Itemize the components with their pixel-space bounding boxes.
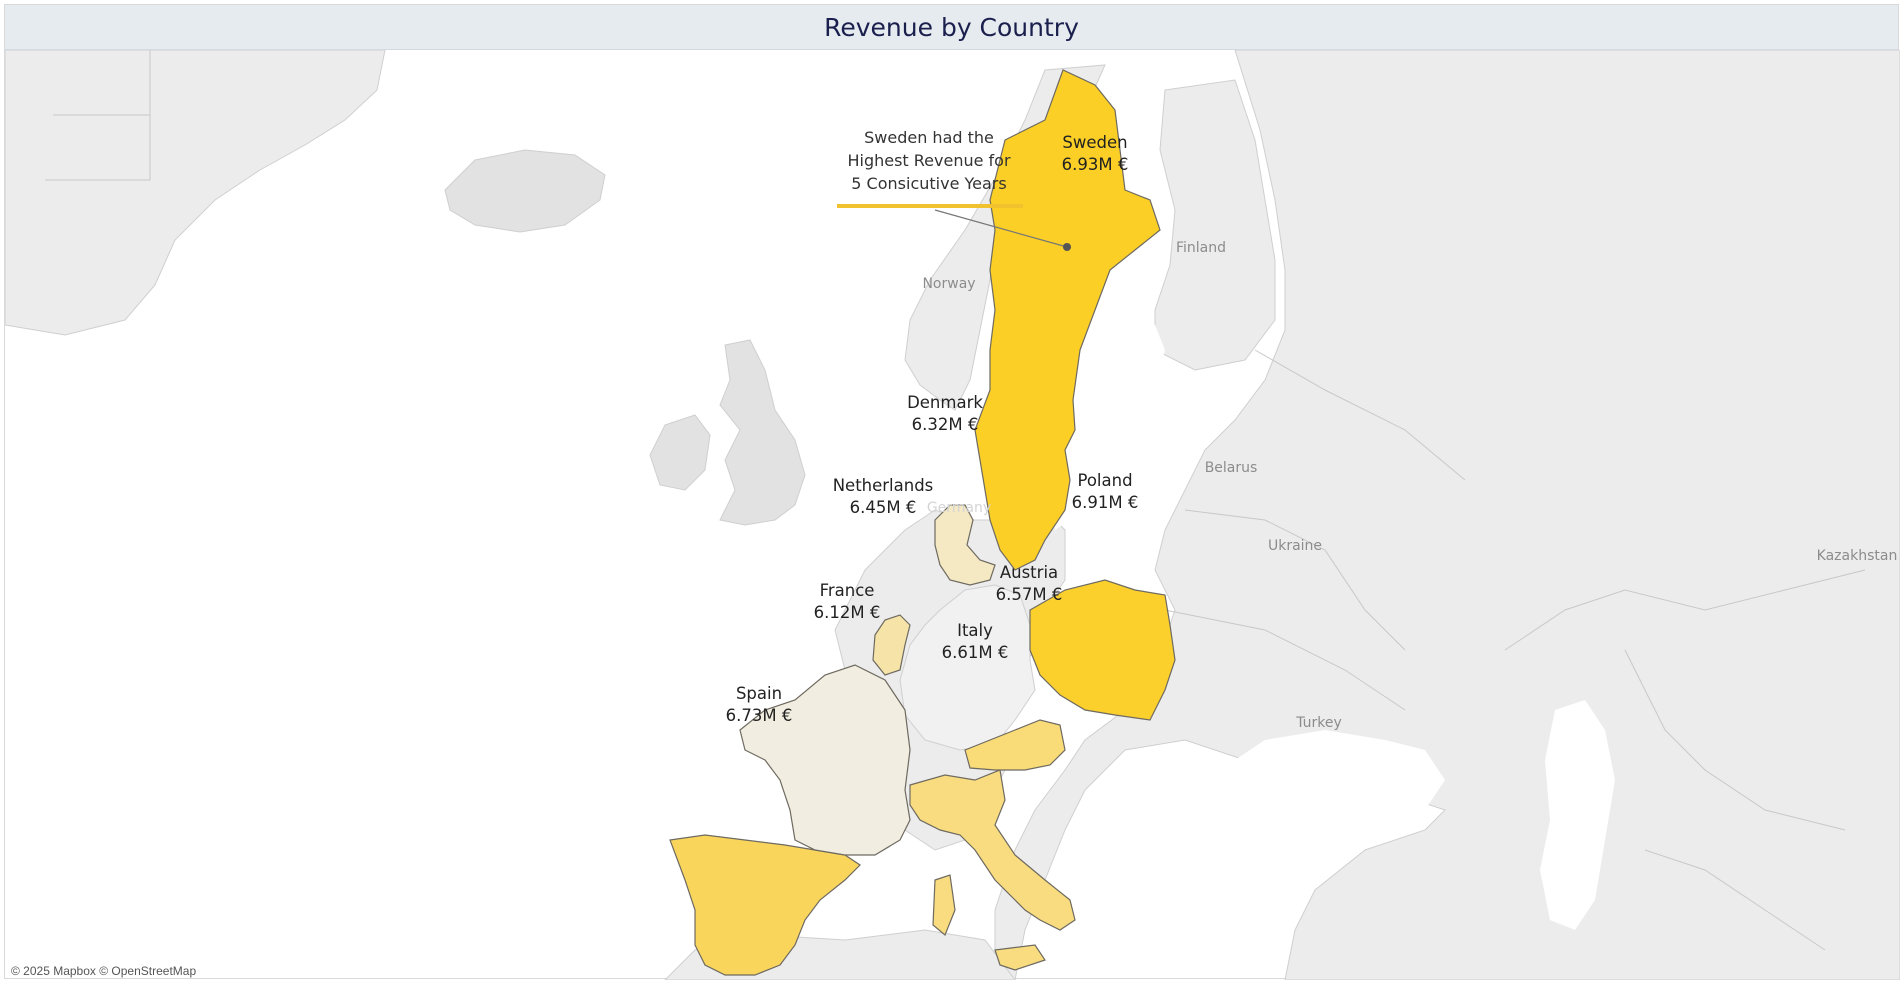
map-view[interactable]: Norway Finland Belarus Ukraine Germany K… <box>5 50 1900 980</box>
austria-shape[interactable] <box>964 719 1066 771</box>
germany-land <box>899 584 1036 751</box>
annotation-leader-line <box>934 209 1068 248</box>
country-revenue: 6.32M € <box>911 415 979 434</box>
country-label-poland[interactable]: Poland 6.91M € <box>1072 470 1139 514</box>
country-label-netherlands[interactable]: Netherlands 6.45M € <box>833 475 934 519</box>
country-name: Denmark <box>907 393 983 412</box>
place-label-finland: Finland <box>1175 240 1227 256</box>
country-name: Austria <box>999 563 1059 582</box>
country-label-spain[interactable]: Spain 6.73M € <box>726 683 793 727</box>
greenland-land <box>5 50 386 336</box>
annotation-line-3: 5 Consicutive Years <box>851 174 1007 193</box>
country-name: Italy <box>957 621 993 640</box>
netherlands-shape[interactable] <box>872 614 911 676</box>
country-label-austria[interactable]: Austria 6.57M € <box>996 562 1063 606</box>
eastern-europe-land <box>994 50 1900 980</box>
finland-land <box>1154 79 1276 371</box>
denmark-shape[interactable] <box>934 504 996 586</box>
place-label-germany: Germany <box>926 500 992 516</box>
sicily-shape[interactable] <box>994 944 1046 971</box>
country-revenue: 6.61M € <box>941 643 1009 662</box>
country-revenue: 6.91M € <box>1071 493 1139 512</box>
spain-shape[interactable] <box>669 834 861 976</box>
country-revenue: 6.57M € <box>995 585 1063 604</box>
title-bar: Revenue by Country <box>5 5 1898 50</box>
country-name: Spain <box>735 684 783 703</box>
map-canvas[interactable] <box>5 50 1900 980</box>
italy-shape[interactable] <box>909 769 1076 931</box>
place-label-norway: Norway <box>922 276 976 292</box>
place-label-belarus: Belarus <box>1204 460 1258 476</box>
great-britain-land <box>719 339 806 526</box>
country-label-france[interactable]: France 6.12M € <box>814 580 881 624</box>
poland-shape[interactable] <box>1029 579 1176 721</box>
country-label-denmark[interactable]: Denmark 6.32M € <box>907 392 983 436</box>
annotation-text: Sweden had the Highest Revenue for 5 Con… <box>847 126 1010 195</box>
france-shape[interactable] <box>739 664 911 856</box>
map-attribution[interactable]: © 2025 Mapbox © OpenStreetMap <box>11 964 197 978</box>
page-title: Revenue by Country <box>824 12 1079 42</box>
country-label-italy[interactable]: Italy 6.61M € <box>942 620 1009 664</box>
iceland-land <box>444 149 606 233</box>
annotation-marker <box>1063 243 1071 251</box>
country-revenue: 6.73M € <box>725 706 793 725</box>
country-label-sweden[interactable]: Sweden 6.93M € <box>1062 132 1129 176</box>
sardinia-shape[interactable] <box>932 874 956 936</box>
greenland-grid-line <box>45 50 151 181</box>
country-name: Poland <box>1077 471 1133 490</box>
annotation-line-2: Highest Revenue for <box>847 151 1011 170</box>
annotation-line-1: Sweden had the <box>864 128 994 147</box>
place-label-kazakhstan: Kazakhstan <box>1816 548 1898 564</box>
country-revenue: 6.45M € <box>849 498 917 517</box>
country-name: Sweden <box>1062 133 1128 152</box>
country-name: Netherlands <box>832 476 934 495</box>
black-sea <box>1225 730 1445 840</box>
country-revenue: 6.12M € <box>813 603 881 622</box>
country-revenue: 6.93M € <box>1061 155 1129 174</box>
eastern-borders <box>1164 349 1866 951</box>
place-label-ukraine: Ukraine <box>1267 538 1323 554</box>
dashboard-frame: Revenue by Country <box>4 4 1900 980</box>
caspian-sea <box>1540 700 1615 930</box>
place-label-turkey: Turkey <box>1296 715 1342 731</box>
ireland-land <box>649 414 711 491</box>
sweden-shape[interactable] <box>974 69 1161 571</box>
country-name: France <box>819 581 875 600</box>
